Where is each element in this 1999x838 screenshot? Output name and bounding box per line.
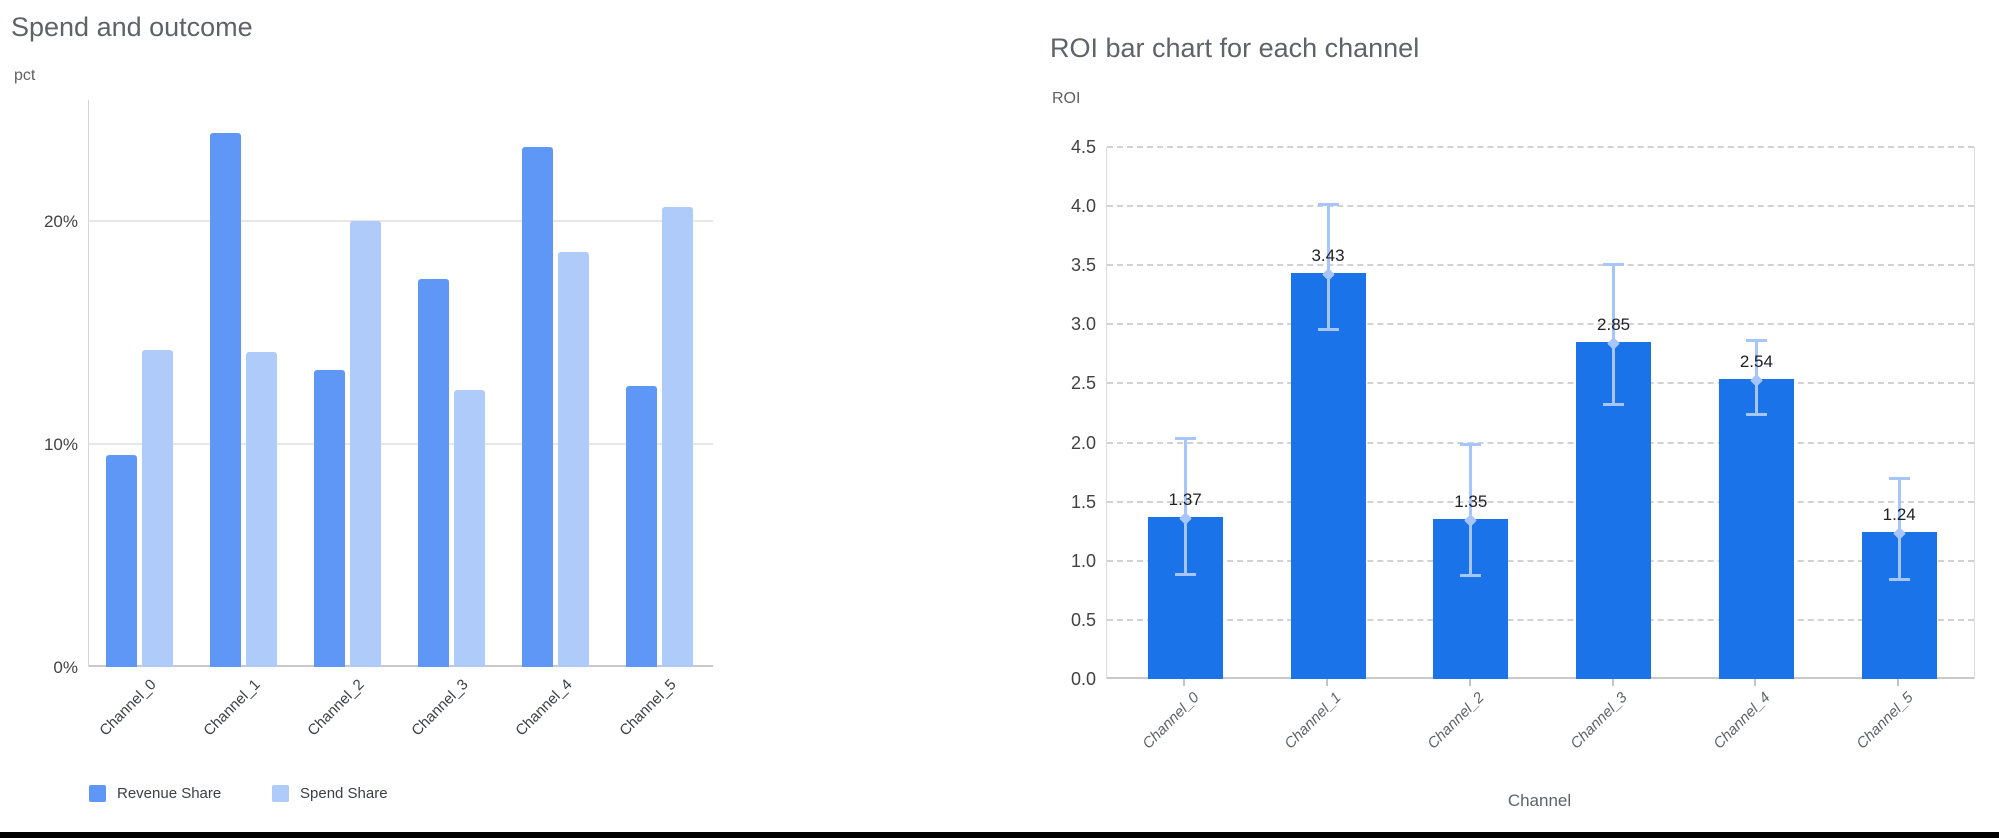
- legend-item-spend-share: Spend Share: [272, 785, 388, 802]
- error-bar-cap-bottom: [1317, 328, 1339, 332]
- bar-revenue-share-channel_1[interactable]: [209, 133, 241, 667]
- bar-value-label: 1.24: [1882, 505, 1916, 525]
- x-axis-tick: [1468, 679, 1471, 686]
- bar-spend-share-channel_0[interactable]: [142, 350, 174, 667]
- error-bar-cap-bottom: [1460, 574, 1482, 578]
- spend-outcome-plot-area: [88, 100, 713, 667]
- y-tick-label: 20%: [43, 211, 78, 231]
- error-bar-cap-top: [1317, 202, 1339, 206]
- y-tick-label: 0%: [53, 658, 78, 677]
- y-tick-label: 4.0: [1070, 196, 1096, 217]
- error-bar-cap-top: [1603, 263, 1625, 267]
- gridline-3.0: [1107, 323, 1974, 326]
- x-axis-tick: [1183, 679, 1186, 686]
- error-bar-line: [1612, 264, 1616, 405]
- revenue-share-swatch-icon: [89, 785, 106, 802]
- y-tick-label: 4.5: [1070, 137, 1096, 157]
- gridline-4.0: [1107, 205, 1974, 208]
- gridline-2.0: [1107, 441, 1974, 444]
- spend-outcome-y-axis-title: pct: [14, 67, 36, 84]
- bar-spend-share-channel_4[interactable]: [557, 251, 589, 667]
- gridline-1.0: [1107, 559, 1974, 562]
- y-tick-label: 3.5: [1070, 255, 1096, 276]
- bar-revenue-share-channel_4[interactable]: [521, 146, 553, 667]
- y-tick-label: 1.5: [1070, 491, 1096, 512]
- legend-item-revenue-share: Revenue Share: [89, 785, 221, 802]
- error-bar-cap-bottom: [1603, 402, 1625, 406]
- roi-x-axis-title: Channel: [1507, 791, 1572, 810]
- error-bar-cap-bottom: [1745, 413, 1767, 417]
- legend-label-spend-share: Spend Share: [300, 785, 388, 802]
- gridline-2.5: [1107, 382, 1974, 385]
- bar-revenue-share-channel_2[interactable]: [313, 370, 345, 667]
- x-axis-tick: [1754, 679, 1757, 686]
- error-bar-cap-top: [1174, 436, 1196, 440]
- bottom-divider: [0, 832, 1999, 838]
- bar-value-label: 2.85: [1597, 315, 1631, 335]
- error-bar-cap-bottom: [1888, 577, 1910, 581]
- spend-share-swatch-icon: [272, 785, 289, 802]
- y-tick-label: 3.0: [1070, 314, 1096, 335]
- x-tick-label-channel_0: Channel_0: [1138, 689, 1203, 753]
- gridline-3.5: [1107, 264, 1974, 267]
- error-bar-cap-top: [1888, 477, 1910, 481]
- x-tick-label-channel_3: Channel_3: [1567, 689, 1631, 753]
- error-bar-cap-top: [1460, 442, 1482, 446]
- bar-roi-channel_4[interactable]: [1718, 378, 1794, 679]
- x-tick-label-channel_2: Channel_2: [1424, 689, 1488, 753]
- bar-value-label: 2.54: [1739, 351, 1773, 371]
- error-bar-line: [1183, 437, 1187, 575]
- bar-value-label: 1.35: [1454, 492, 1488, 512]
- x-tick-label-channel_5: Channel_5: [1852, 689, 1917, 753]
- error-bar-line: [1326, 203, 1330, 331]
- y-tick-label: 2.0: [1070, 432, 1096, 453]
- bar-value-label: 1.37: [1168, 490, 1202, 510]
- bar-revenue-share-channel_0[interactable]: [106, 454, 137, 667]
- bar-revenue-share-channel_5[interactable]: [625, 385, 657, 667]
- y-tick-label: 10%: [43, 434, 78, 454]
- bar-revenue-share-channel_3[interactable]: [417, 278, 449, 667]
- x-tick-label-channel_4: Channel_4: [1710, 689, 1774, 753]
- y-tick-label: 0.0: [1070, 669, 1096, 689]
- roi-plot-area: 1.37 3.43 1.35 2.85 2.54 1.24: [1106, 146, 1975, 679]
- error-bar-cap-top: [1745, 338, 1767, 342]
- x-axis-baseline: [89, 665, 713, 667]
- gridline-0.5: [1107, 618, 1974, 621]
- y-tick-label: 1.0: [1070, 550, 1096, 571]
- gridline-4.5: [1107, 146, 1974, 148]
- bar-spend-share-channel_1[interactable]: [246, 352, 278, 667]
- gridline-20%: [89, 219, 713, 222]
- roi-y-axis-title: ROI: [1052, 90, 1081, 107]
- legend-label-revenue-share: Revenue Share: [117, 785, 222, 802]
- spend-outcome-title: Spend and outcome: [11, 12, 253, 42]
- gridline-1.5: [1107, 500, 1974, 503]
- error-bar-cap-bottom: [1174, 572, 1196, 576]
- y-tick-label: 0.5: [1070, 609, 1096, 630]
- bar-spend-share-channel_3[interactable]: [454, 390, 485, 667]
- gridline-10%: [89, 442, 713, 445]
- roi-chart-title: ROI bar chart for each channel: [1050, 33, 1420, 63]
- x-axis-baseline: [1107, 677, 1974, 679]
- error-bar-line: [1469, 443, 1473, 577]
- x-tick-label-channel_1: Channel_1: [1281, 689, 1346, 753]
- x-axis-tick: [1897, 679, 1900, 686]
- x-axis-tick: [1326, 679, 1328, 686]
- x-axis-tick: [1611, 679, 1614, 686]
- bar-spend-share-channel_5[interactable]: [661, 207, 693, 667]
- y-tick-label: 2.5: [1070, 373, 1096, 394]
- bar-value-label: 3.43: [1311, 246, 1345, 266]
- bar-roi-channel_1[interactable]: [1290, 273, 1366, 679]
- bar-spend-share-channel_2[interactable]: [350, 220, 382, 667]
